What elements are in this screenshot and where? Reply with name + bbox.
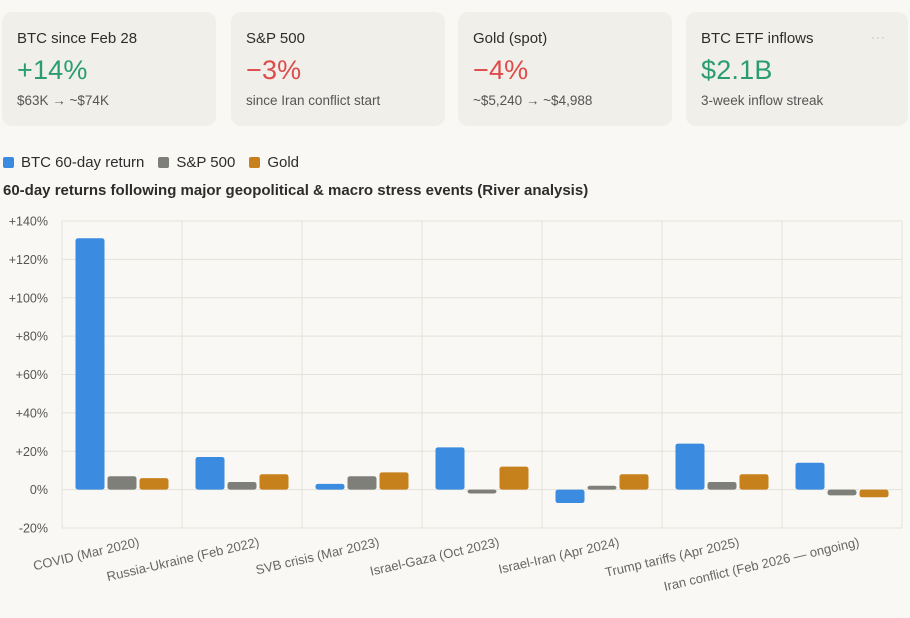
stat-card-value: −4% <box>473 55 529 85</box>
stat-card-label: BTC since Feb 28 <box>17 30 138 47</box>
bar-gold <box>739 474 769 490</box>
y-tick-label: +20% <box>16 445 48 459</box>
chart-legend: BTC 60-day return S&P 500 Gold <box>3 153 313 171</box>
bar-s-p-500 <box>467 489 497 494</box>
stat-card-subtext: 3-week inflow streak <box>701 93 824 108</box>
stat-card-value: $2.1B <box>701 55 773 85</box>
bar-btc-60-day-return <box>435 447 465 490</box>
y-tick-label: +120% <box>9 253 48 267</box>
bar-s-p-500 <box>827 489 857 496</box>
y-tick-label: 0% <box>30 483 48 497</box>
x-tick-label: Israel-Iran (Apr 2024) <box>497 534 621 576</box>
bar-s-p-500 <box>107 476 137 490</box>
bar-btc-60-day-return <box>795 462 825 490</box>
legend-item-sp500: S&P 500 <box>158 154 235 171</box>
bar-btc-60-day-return <box>195 457 225 490</box>
y-tick-label: +140% <box>9 215 48 229</box>
bar-s-p-500 <box>707 481 737 490</box>
bar-gold <box>259 474 289 490</box>
stat-card-sp500: S&P 500 −3% since Iran conflict start <box>231 12 445 126</box>
stat-card-etf-inflows: BTC ETF inflows $2.1B 3-week inflow stre… <box>686 12 908 126</box>
stat-card-btc: BTC since Feb 28 +14% $63K → ~$74K <box>2 12 216 126</box>
legend-label: BTC 60-day return <box>21 153 145 171</box>
bar-chart: -20%0%+20%+40%+60%+80%+100%+120%+140%COV… <box>9 215 903 594</box>
bar-s-p-500 <box>587 485 617 490</box>
stat-card-label: S&P 500 <box>246 30 305 47</box>
stat-card-subtext: ~$5,240 → ~$4,988 <box>473 93 593 108</box>
legend-swatch <box>3 156 14 168</box>
stat-card-value: +14% <box>17 55 88 85</box>
legend-item-btc: BTC 60-day return <box>3 154 144 171</box>
stat-card-subtext: since Iran conflict start <box>246 93 381 108</box>
legend-swatch <box>249 156 261 168</box>
bar-gold <box>499 466 529 490</box>
stat-card-label: BTC ETF inflows <box>701 30 814 47</box>
bar-btc-60-day-return <box>555 489 585 504</box>
more-options-icon[interactable]: ··· <box>871 30 886 44</box>
stat-card-subtext: $63K → ~$74K <box>17 93 109 108</box>
y-tick-label: +80% <box>16 330 48 344</box>
stat-card-gold: Gold (spot) −4% ~$5,240 → ~$4,988 <box>458 12 672 126</box>
bar-gold <box>619 474 649 490</box>
legend-label: S&P 500 <box>176 153 236 171</box>
x-tick-label: Israel-Gaza (Oct 2023) <box>368 534 500 578</box>
y-tick-label: +60% <box>16 368 48 382</box>
y-tick-label: -20% <box>19 522 48 536</box>
bar-gold <box>859 489 889 498</box>
bar-s-p-500 <box>347 476 377 490</box>
x-tick-label: Iran conflict (Feb 2026 — ongoing) <box>662 534 860 594</box>
bar-gold <box>139 478 169 490</box>
x-tick-label: SVB crisis (Mar 2023) <box>254 534 381 577</box>
bar-s-p-500 <box>227 481 257 490</box>
stat-card-value: −3% <box>246 55 302 85</box>
legend-label: Gold <box>267 153 300 171</box>
legend-swatch <box>158 156 170 168</box>
stat-card-label: Gold (spot) <box>473 30 548 47</box>
bar-gold <box>379 472 409 490</box>
stat-cards: BTC since Feb 28 +14% $63K → ~$74K S&P 5… <box>2 12 908 126</box>
bar-btc-60-day-return <box>315 483 345 490</box>
y-tick-label: +40% <box>16 406 48 420</box>
legend-item-gold: Gold <box>249 154 299 171</box>
chart-title: 60-day returns following major geopoliti… <box>3 182 589 199</box>
bar-btc-60-day-return <box>75 238 105 490</box>
bar-btc-60-day-return <box>675 443 705 490</box>
y-tick-label: +100% <box>9 291 48 305</box>
